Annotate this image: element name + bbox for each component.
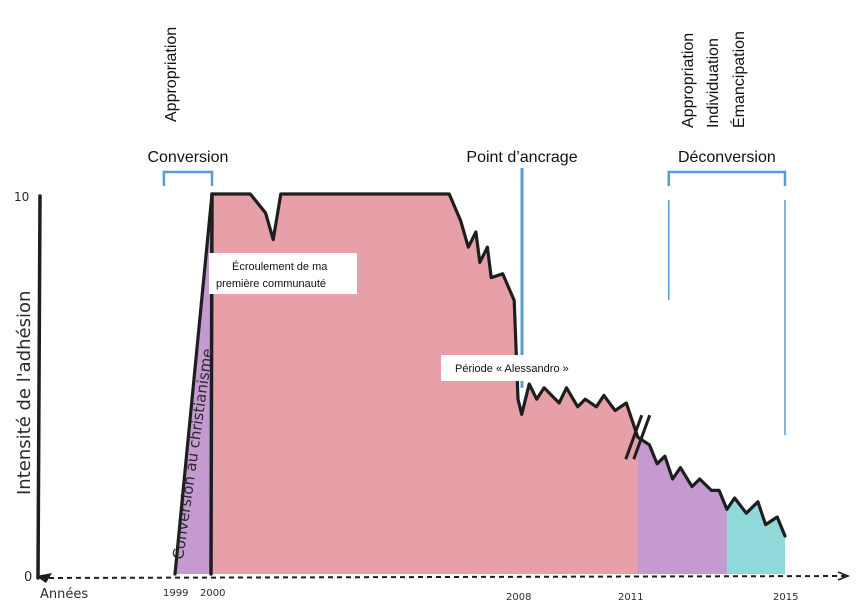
break-mark-2 — [632, 414, 652, 460]
annotation-alessandro: Période « Alessandro » — [455, 363, 569, 375]
annotation-ecroulement-line1: Écroulement de ma — [232, 260, 328, 273]
phase-bracket — [162, 170, 214, 186]
y-arrow — [36, 573, 52, 583]
phase-bracket — [667, 170, 787, 186]
annotation-box-ecroulement — [209, 253, 357, 294]
x-tick-1999: 1999 — [163, 588, 188, 599]
annotation-ecroulement-line2: première communauté — [216, 278, 326, 290]
y-tick-10: 10 — [14, 190, 29, 204]
vertical-label-3: Individuation — [705, 38, 722, 128]
vertical-top-labels: Appropriation Appropriation Individuation É… — [163, 27, 748, 128]
break-mark-1 — [624, 414, 644, 460]
y-axis — [36, 194, 42, 580]
phase-1: Conversion — [147, 149, 228, 186]
x-tick-2011: 2011 — [618, 592, 643, 603]
region-communauté — [212, 194, 639, 574]
x-tick-2000: 2000 — [200, 588, 225, 599]
phases: Conversion Point d’ancrage Déconversion — [147, 149, 787, 435]
adhesion-curve — [173, 192, 787, 576]
break-marks — [624, 414, 652, 460]
x-tick-2008: 2008 — [506, 592, 531, 603]
area-fill — [175, 194, 785, 574]
x-axis-label: Années — [40, 587, 88, 602]
phase-3: Déconversion — [667, 149, 787, 435]
y-axis-label: Intensité de l'adhésion — [14, 291, 35, 495]
annotation-box-alessandro — [441, 355, 589, 381]
phase-label: Conversion — [147, 149, 228, 166]
phase-2: Point d’ancrage — [466, 149, 578, 388]
x-axis — [39, 575, 846, 579]
phase-label: Point d’ancrage — [466, 149, 577, 166]
vertical-label-2: Appropriation — [680, 33, 697, 128]
x-axis-arrow — [837, 571, 851, 581]
vertical-label-1: Appropriation — [163, 27, 180, 122]
y-tick-0: 0 — [24, 570, 32, 585]
x-ticks: 1999 2000 2008 2011 2015 — [163, 588, 798, 603]
x-tick-2015: 2015 — [773, 592, 798, 603]
region-déconversion-1 — [637, 194, 728, 574]
vertical-label-4: Émancipation — [729, 31, 748, 128]
phase-label: Déconversion — [678, 149, 776, 166]
